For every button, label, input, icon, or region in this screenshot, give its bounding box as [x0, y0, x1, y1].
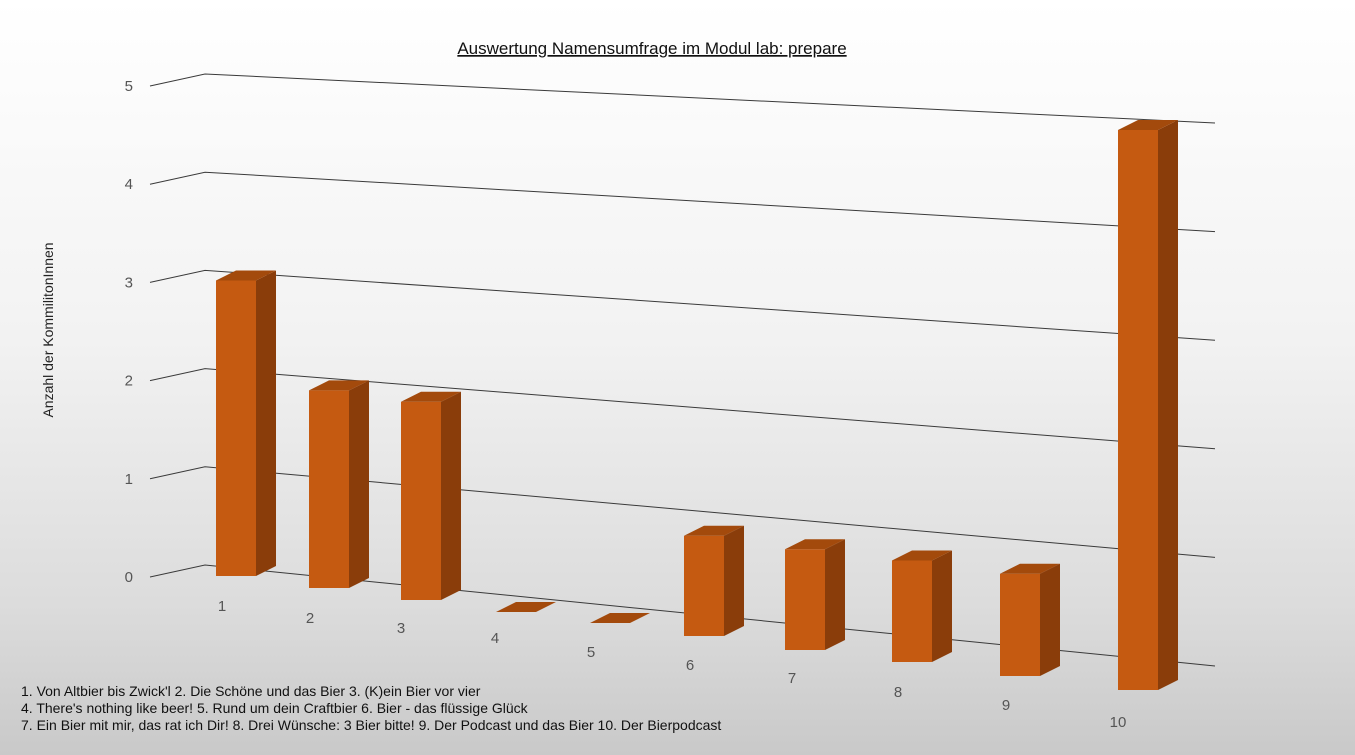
- bar-front: [785, 549, 825, 650]
- bar-side: [724, 525, 744, 636]
- legend-line-1: 1. Von Altbier bis Zwick'l 2. Die Schöne…: [21, 683, 481, 699]
- bar-front: [216, 280, 256, 576]
- bar-front: [684, 535, 724, 636]
- gridlines: [149, 73, 1216, 667]
- bar-top: [1118, 120, 1178, 130]
- legend-line-2: 4. There's nothing like beer! 5. Rund um…: [21, 700, 528, 716]
- x-tick-label: 1: [218, 598, 226, 615]
- y-tick-label: 3: [125, 274, 133, 291]
- x-tick-label: 10: [1110, 714, 1127, 731]
- gridline: [149, 564, 1216, 667]
- bar-side: [256, 270, 276, 576]
- bar-side: [1040, 563, 1060, 676]
- bar: [1118, 120, 1178, 690]
- x-tick-label: 4: [491, 630, 499, 647]
- chart-title: Auswertung Namensumfrage im Modul lab: p…: [457, 39, 846, 58]
- bar-side: [349, 380, 369, 588]
- bar-top: [785, 539, 845, 550]
- bar-top: [496, 602, 556, 612]
- x-tick-label: 2: [306, 610, 314, 627]
- bar-front: [401, 401, 441, 600]
- bar-front: [892, 560, 932, 662]
- bar: [496, 602, 556, 612]
- category-legend: 1. Von Altbier bis Zwick'l 2. Die Schöne…: [21, 683, 721, 734]
- gridline: [149, 171, 1216, 233]
- bar-front: [309, 390, 349, 588]
- bar-side: [932, 550, 952, 662]
- gridline: [149, 73, 1216, 124]
- bar-top: [892, 550, 952, 561]
- bars: [216, 120, 1178, 690]
- x-tick-label: 5: [587, 644, 595, 661]
- bar: [785, 539, 845, 650]
- gridline: [149, 368, 1216, 450]
- x-tick-label: 6: [686, 657, 694, 674]
- bar-side: [441, 391, 461, 600]
- x-tick-label: 8: [894, 684, 902, 701]
- bar-top: [309, 380, 369, 391]
- x-tick-label: 3: [397, 620, 405, 637]
- y-tick-label: 0: [125, 569, 133, 586]
- bar-top: [216, 270, 276, 281]
- bar-side: [825, 539, 845, 650]
- bar: [684, 525, 744, 636]
- x-tick-label: 7: [788, 670, 796, 687]
- bar-side: [1158, 120, 1178, 690]
- y-tick-label: 1: [125, 471, 133, 488]
- y-axis-ticks: 0 1 2 3 4 5: [125, 78, 133, 586]
- bar-top: [684, 525, 744, 536]
- legend-line-3: 7. Ein Bier mit mir, das rat ich Dir! 8.…: [21, 717, 722, 733]
- bar-front: [1118, 130, 1158, 690]
- bar: [401, 391, 461, 600]
- bar-top: [401, 391, 461, 402]
- bar-front: [1000, 573, 1040, 676]
- bar: [1000, 563, 1060, 676]
- bar-top: [1000, 563, 1060, 574]
- x-axis-ticks: 1 2 3 4 5 6 7 8 9 10: [218, 598, 1127, 731]
- y-tick-label: 5: [125, 78, 133, 95]
- bar-top: [590, 613, 650, 623]
- bar: [892, 550, 952, 662]
- y-tick-label: 4: [125, 176, 133, 193]
- bar: [590, 613, 650, 623]
- y-tick-label: 2: [125, 373, 133, 390]
- bar: [216, 270, 276, 576]
- y-axis-label: Anzahl der KommilitonInnen: [40, 242, 56, 417]
- x-tick-label: 9: [1002, 697, 1010, 714]
- gridline: [149, 466, 1216, 558]
- bar: [309, 380, 369, 588]
- gridline: [149, 269, 1216, 341]
